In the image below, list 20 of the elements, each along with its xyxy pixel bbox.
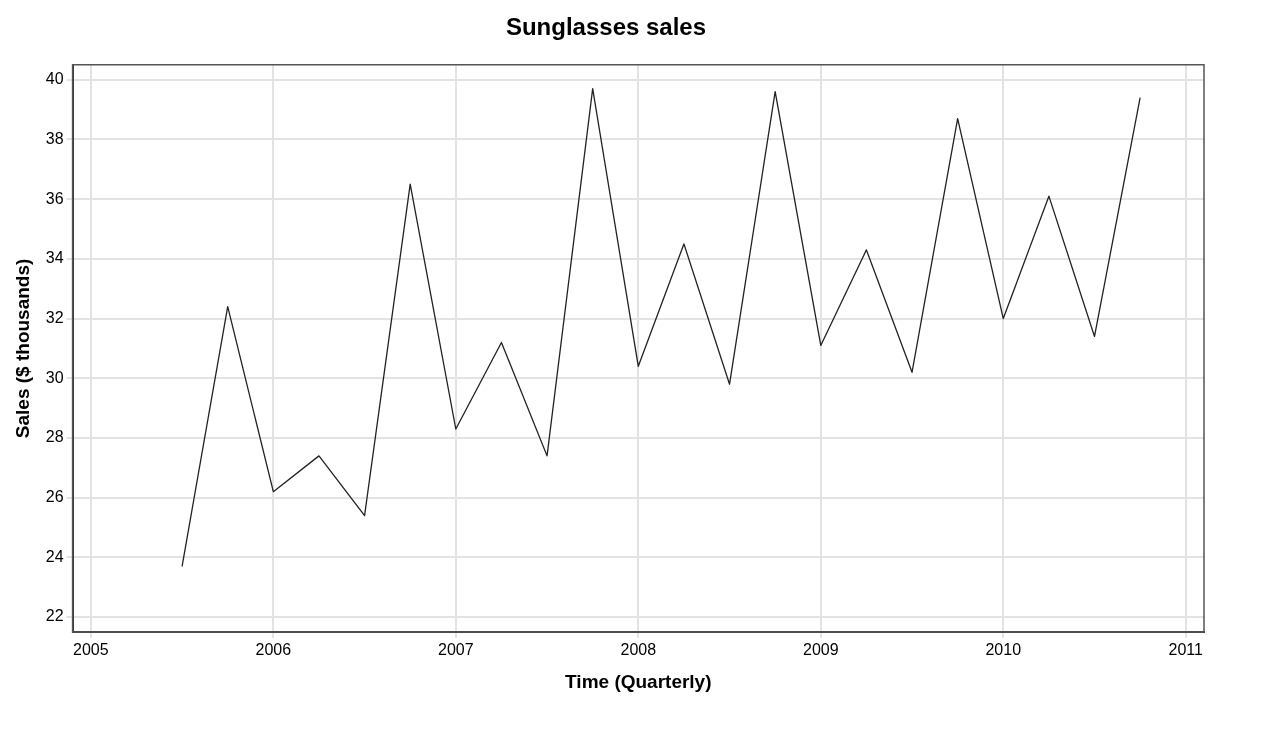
x-tick-label: 2005 xyxy=(73,641,109,659)
x-tick-label: 2010 xyxy=(985,641,1022,659)
y-tick-label: 40 xyxy=(45,70,64,88)
y-tick-label: 24 xyxy=(45,547,64,565)
y-axis-title: Sales ($ thousands) xyxy=(11,258,33,439)
x-tick-label: 2009 xyxy=(802,641,839,659)
y-tick-label: 32 xyxy=(45,308,64,326)
y-tick-label: 22 xyxy=(45,607,64,625)
y-tick-label: 36 xyxy=(45,189,64,207)
chart-title: Sunglasses sales xyxy=(505,13,707,41)
y-tick-label: 26 xyxy=(45,488,64,506)
x-tick-label: 2006 xyxy=(255,641,292,659)
y-tick-label: 30 xyxy=(45,368,64,386)
x-tick-label: 2008 xyxy=(620,641,657,659)
y-tick-label: 34 xyxy=(45,249,64,267)
x-tick-label: 2011 xyxy=(1168,641,1204,659)
x-axis-title: Time (Quarterly) xyxy=(565,670,712,692)
y-tick-label: 28 xyxy=(45,428,64,446)
x-tick-label: 2007 xyxy=(438,641,474,659)
y-tick-label: 38 xyxy=(45,129,64,147)
